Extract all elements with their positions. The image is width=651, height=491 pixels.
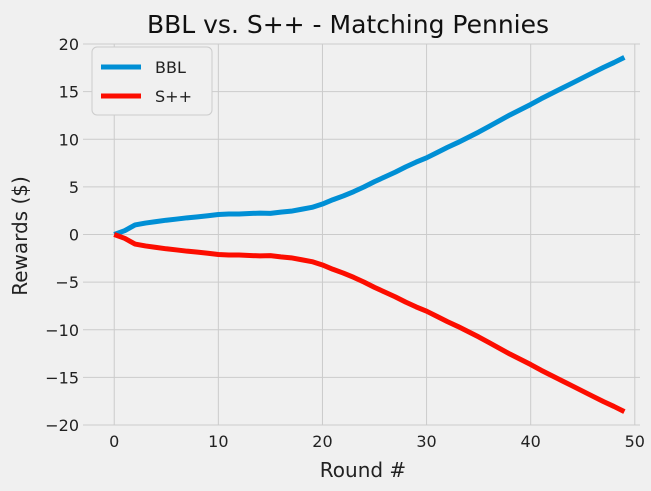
y-tick-label: 10 (59, 130, 79, 149)
x-tick-label: 30 (416, 432, 436, 451)
y-axis-label: Rewards ($) (8, 176, 32, 296)
y-tick-label: 15 (59, 83, 79, 102)
x-axis-label: Round # (320, 458, 406, 482)
legend: BBL S++ (91, 46, 213, 116)
y-tick-label: −5 (55, 273, 79, 292)
y-tick-label: 20 (59, 35, 79, 54)
tick-labels: 0 10 20 30 40 50 −20 −15 −10 −5 0 5 10 15 20 (45, 35, 645, 451)
x-tick-label: 0 (109, 432, 119, 451)
series-line-s-plus-plus (113, 232, 626, 414)
y-tick-label: −15 (45, 368, 79, 387)
legend-label-bbl: BBL (155, 58, 186, 77)
y-tick-label: 5 (69, 178, 79, 197)
y-tick-label: 0 (69, 226, 79, 245)
series-line-bbl (113, 55, 626, 237)
chart-title: BBL vs. S++ - Matching Pennies (147, 10, 549, 39)
series-lines (113, 55, 626, 414)
x-tick-label: 50 (625, 432, 645, 451)
y-tick-label: −10 (45, 321, 79, 340)
legend-label-s-plus-plus: S++ (155, 87, 192, 106)
y-tick-label: −20 (45, 416, 79, 435)
x-tick-label: 20 (312, 432, 332, 451)
x-tick-label: 40 (521, 432, 541, 451)
legend-frame (91, 46, 213, 116)
x-tick-label: 10 (208, 432, 228, 451)
